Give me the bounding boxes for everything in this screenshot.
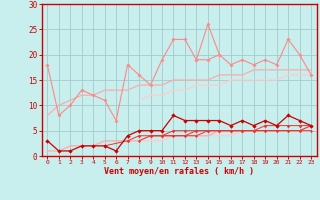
X-axis label: Vent moyen/en rafales ( km/h ): Vent moyen/en rafales ( km/h ): [104, 167, 254, 176]
